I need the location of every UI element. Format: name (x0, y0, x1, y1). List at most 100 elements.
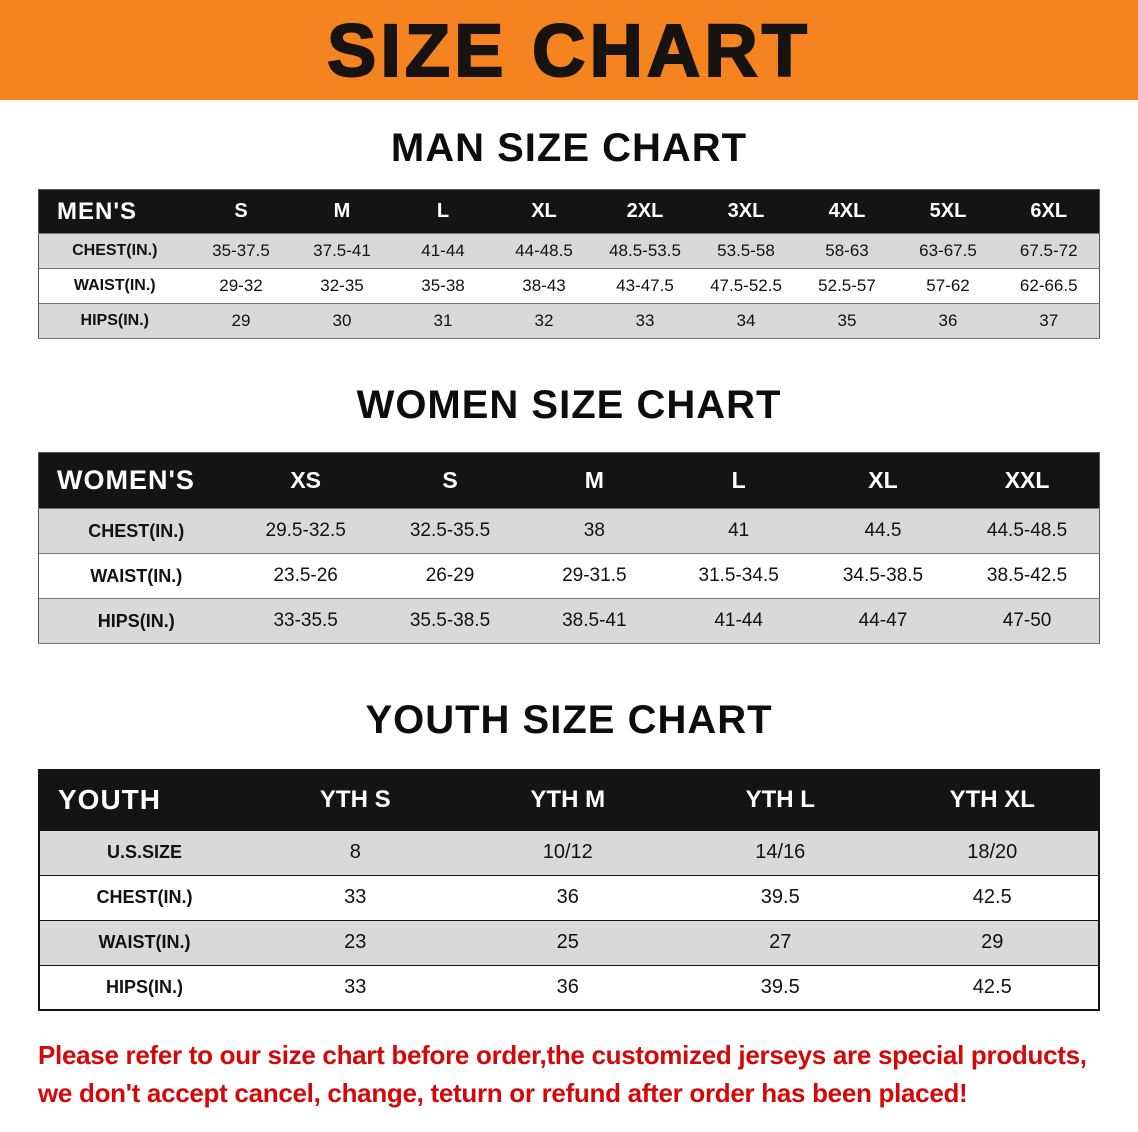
men-cell: 29-32 (219, 276, 263, 295)
women-cell: 38.5-41 (562, 610, 627, 631)
women-cell: 44.5 (864, 520, 902, 541)
men-cell: 30 (332, 311, 352, 330)
youth-cell: 36 (556, 975, 579, 998)
youth-cell: 14/16 (755, 841, 806, 863)
youth-row-label: U.S.SIZE (106, 842, 182, 862)
men-col-xl: XL (493, 189, 595, 234)
youth-cell: 36 (556, 886, 579, 908)
youth-cell: 39.5 (760, 886, 800, 908)
men-cell: 43-47.5 (616, 276, 674, 295)
women-col-s: S (377, 452, 523, 509)
youth-cell: 18/20 (967, 841, 1018, 863)
youth-cell: 23 (344, 931, 367, 953)
men-row-hips-in: HIPS(IN.) 29 30 31 32 33 34 35 36 37 (38, 303, 1100, 339)
women-header-row: WOMEN'S XS S M L XL XXL (38, 452, 1100, 509)
men-row-label: HIPS(IN.) (80, 312, 149, 329)
men-col-l: L (392, 189, 494, 234)
women-cell: 23.5-26 (273, 565, 338, 586)
youth-row-hips-in: HIPS(IN.) 33 36 39.5 42.5 (39, 965, 1099, 1010)
men-cell: 63-67.5 (919, 241, 977, 260)
men-row-label: WAIST(IN.) (73, 277, 156, 294)
women-cell: 34.5-38.5 (842, 565, 924, 586)
women-size-table: WOMEN'S XS S M L XL XXL CHEST(IN.) 29.5-32.5 32.5… (38, 452, 1100, 644)
men-cell: 37.5-41 (313, 241, 371, 260)
women-col-xxl: XXL (955, 452, 1100, 509)
men-cell: 44-48.5 (515, 241, 573, 260)
men-cell: 36 (938, 311, 958, 330)
men-cell: 29 (231, 311, 251, 330)
women-cell: 33-35.5 (273, 610, 338, 631)
youth-col-yth-xl: YTH XL (886, 770, 1099, 830)
men-row-waist-in: WAIST(IN.) 29-32 32-35 35-38 38-43 43-47.5 47.… (38, 268, 1100, 304)
women-cell: 44-47 (858, 610, 908, 631)
women-row-chest-in: CHEST(IN.) 29.5-32.5 32.5-35.5 38 41 44.5 44.5… (38, 508, 1100, 554)
women-col-xs: XS (233, 452, 378, 509)
men-col-s: S (190, 189, 292, 234)
men-cell: 34 (736, 311, 756, 330)
men-size-chart-section: MAN SIZE CHART MEN'S S M L XL 2XL 3XL 4XL 5XL 6XL… (0, 126, 1138, 339)
youth-col-yth-m: YTH M (461, 770, 674, 830)
youth-cell: 33 (344, 886, 367, 908)
women-col-xl: XL (810, 452, 956, 509)
women-row-label: CHEST(IN.) (88, 520, 185, 541)
men-row-label: CHEST(IN.) (72, 242, 158, 259)
women-chart-heading: WOMEN SIZE CHART (356, 383, 782, 427)
men-cell: 53.5-58 (717, 241, 775, 260)
men-cell: 47.5-52.5 (710, 276, 782, 295)
men-cell: 35-38 (421, 276, 465, 295)
men-col-6xl: 6XL (998, 189, 1100, 234)
women-size-chart-section: WOMEN SIZE CHART WOMEN'S XS S M L XL XXL CHEST(… (0, 383, 1138, 644)
page-title: SIZE CHART (326, 8, 811, 93)
men-cell: 67.5-72 (1019, 241, 1078, 260)
youth-row-u-s-size: U.S.SIZE 8 10/12 14/16 18/20 (39, 830, 1099, 875)
youth-col-yth-l: YTH L (674, 770, 887, 830)
youth-cell: 42.5 (972, 886, 1012, 908)
men-cell: 41-44 (421, 241, 465, 260)
men-cell: 35 (837, 311, 857, 330)
youth-cell: 33 (344, 975, 367, 998)
men-col-4xl: 4XL (796, 189, 898, 234)
women-cell: 41 (728, 520, 750, 541)
men-cell: 37 (1039, 311, 1059, 330)
men-col-3xl: 3XL (695, 189, 797, 234)
men-cell: 35-37.5 (212, 241, 270, 260)
men-cell: 31 (433, 311, 453, 330)
men-header-row: MEN'S S M L XL 2XL 3XL 4XL 5XL 6XL (38, 189, 1100, 234)
men-cell: 57-62 (926, 276, 970, 295)
youth-size-chart-section: YOUTH SIZE CHART YOUTH YTH S YTH M YTH L YTH… (0, 698, 1138, 1011)
women-cell: 32.5-35.5 (409, 520, 491, 541)
women-cell: 26-29 (425, 565, 475, 586)
men-cell: 58-63 (825, 241, 869, 260)
order-notice-line-2: we don't accept cancel, change, teturn o… (38, 1077, 968, 1108)
youth-cell: 27 (769, 931, 792, 953)
women-cell: 29.5-32.5 (265, 520, 346, 541)
women-cell: 38 (583, 520, 605, 541)
order-notice: Please refer to our size chart before or… (38, 1037, 1138, 1112)
women-cell: 35.5-38.5 (409, 610, 491, 631)
women-row-label: HIPS(IN.) (97, 610, 175, 631)
youth-cell: 8 (349, 841, 361, 863)
women-cell: 41-44 (714, 610, 763, 631)
youth-corner-label: YOUTH (39, 770, 249, 830)
size-chart-banner: SIZE CHART (0, 0, 1138, 100)
youth-cell: 10/12 (542, 841, 593, 863)
women-cell: 47-50 (1002, 610, 1052, 631)
men-cell: 33 (635, 311, 655, 330)
men-row-chest-in: CHEST(IN.) 35-37.5 37.5-41 41-44 44-48.5 48.5… (38, 233, 1100, 269)
women-row-waist-in: WAIST(IN.) 23.5-26 26-29 29-31.5 31.5-34.5 34… (38, 553, 1100, 599)
men-cell: 32 (534, 311, 554, 330)
women-corner-label: WOMEN'S (38, 452, 234, 509)
youth-row-label: CHEST(IN.) (96, 887, 193, 907)
women-row-label: WAIST(IN.) (90, 565, 183, 586)
women-cell: 44.5-48.5 (986, 520, 1068, 541)
youth-cell: 39.5 (760, 975, 800, 998)
youth-cell: 42.5 (972, 975, 1012, 998)
youth-row-waist-in: WAIST(IN.) 23 25 27 29 (39, 920, 1099, 965)
men-col-m: M (291, 189, 393, 234)
youth-row-label: WAIST(IN.) (98, 932, 191, 952)
women-row-hips-in: HIPS(IN.) 33-35.5 35.5-38.5 38.5-41 41-44 44-… (38, 598, 1100, 644)
youth-header-row: YOUTH YTH S YTH M YTH L YTH XL (39, 770, 1099, 830)
men-cell: 38-43 (522, 276, 566, 295)
youth-row-label: HIPS(IN.) (105, 976, 183, 997)
men-cell: 48.5-53.5 (609, 241, 681, 260)
